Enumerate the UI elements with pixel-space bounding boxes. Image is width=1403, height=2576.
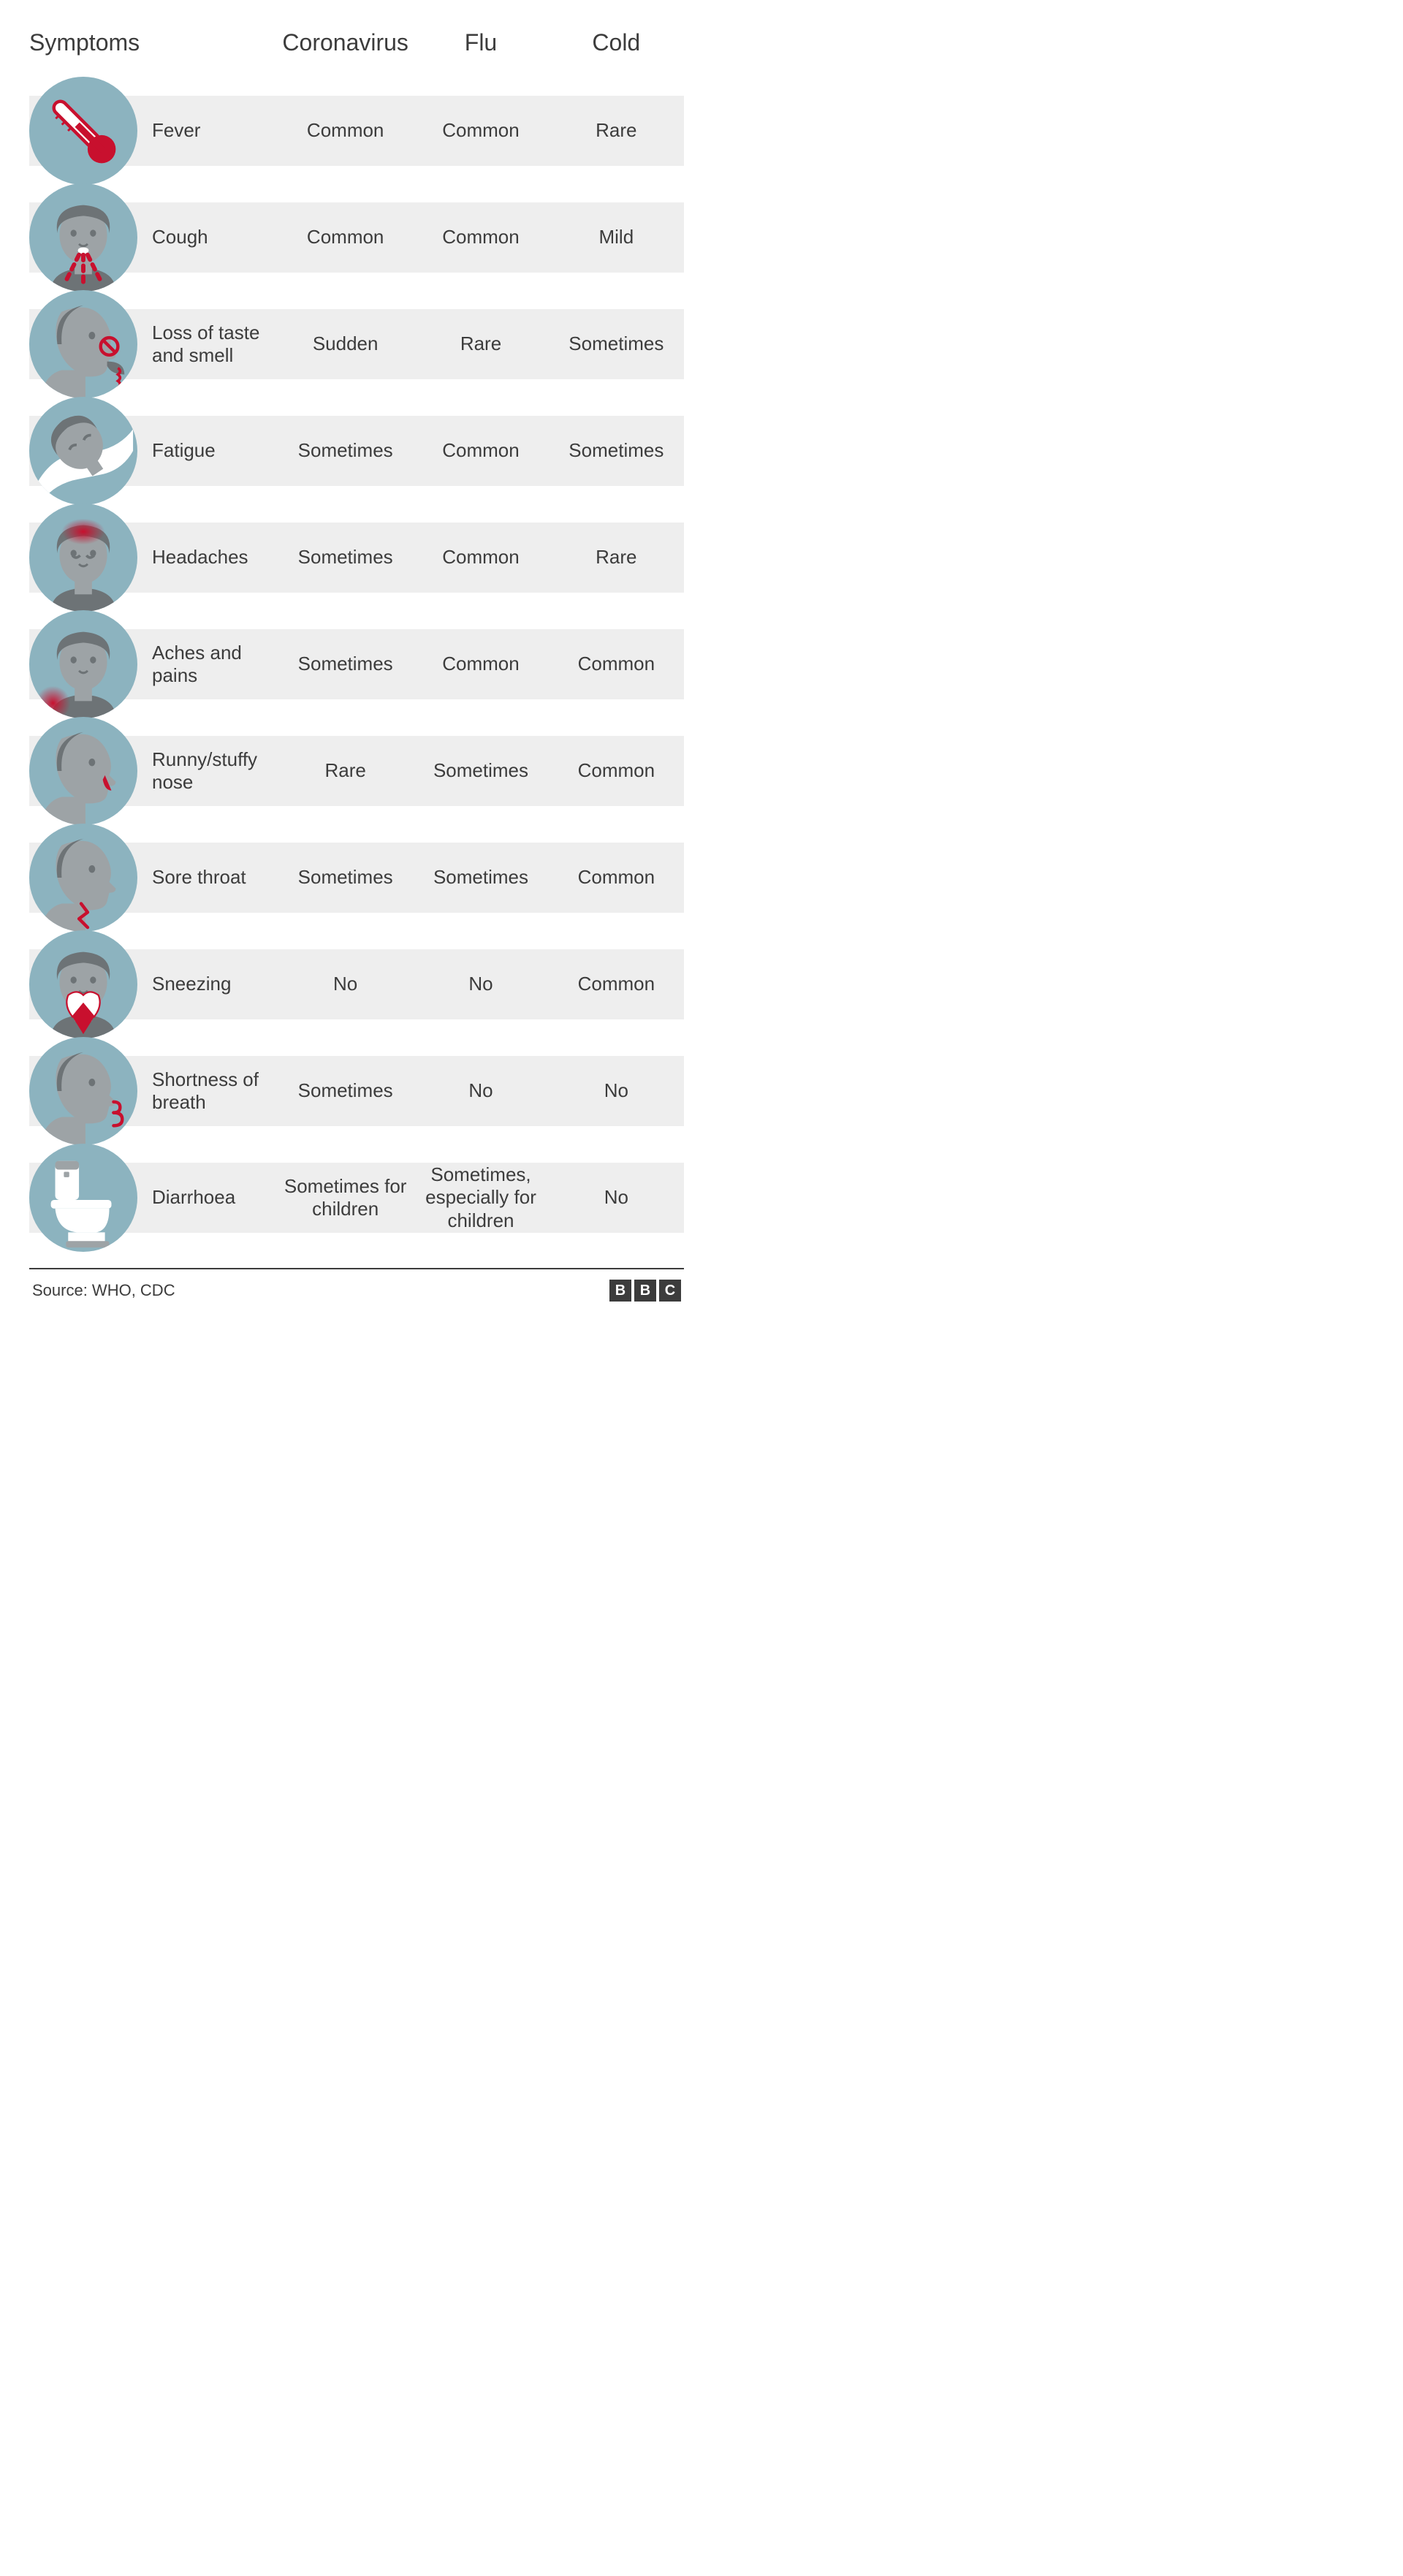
symptom-label: Sneezing bbox=[146, 973, 278, 995]
cell-flu: Common bbox=[413, 546, 548, 569]
cell-flu: Common bbox=[413, 653, 548, 675]
cell-coronavirus: Common bbox=[278, 119, 413, 142]
table-row: Sneezing No No Common bbox=[29, 930, 684, 1037]
cell-cold: Sometimes bbox=[549, 333, 684, 355]
table-row: Fatigue Sometimes Common Sometimes bbox=[29, 397, 684, 504]
toilet-icon bbox=[29, 1144, 137, 1252]
cell-flu: No bbox=[413, 1079, 548, 1102]
aches-icon bbox=[29, 610, 137, 718]
header-row: Symptoms Coronavirus Flu Cold bbox=[29, 29, 684, 77]
table-row: Cough Common Common Mild bbox=[29, 183, 684, 290]
symptom-label: Fatigue bbox=[146, 439, 278, 462]
table-row: Aches and pains Sometimes Common Common bbox=[29, 610, 684, 717]
cell-coronavirus: Rare bbox=[278, 759, 413, 782]
cell-cold: Common bbox=[549, 653, 684, 675]
bbc-block-1: B bbox=[609, 1280, 631, 1302]
table-row: Fever Common Common Rare bbox=[29, 77, 684, 183]
cell-coronavirus: Common bbox=[278, 226, 413, 248]
cell-coronavirus: Sometimes bbox=[278, 1079, 413, 1102]
cell-flu: Common bbox=[413, 119, 548, 142]
table-row: Sore throat Sometimes Sometimes Common bbox=[29, 824, 684, 930]
symptom-label: Runny/stuffy nose bbox=[146, 748, 278, 794]
symptom-label: Shortness of breath bbox=[146, 1068, 278, 1114]
headache-icon bbox=[29, 504, 137, 612]
symptom-label: Headaches bbox=[146, 546, 278, 569]
header-coronavirus: Coronavirus bbox=[278, 29, 413, 56]
rows-container: Fever Common Common Rare Cough Common Co… bbox=[29, 77, 684, 1250]
header-flu: Flu bbox=[413, 29, 548, 56]
bbc-block-3: C bbox=[659, 1280, 681, 1302]
cell-coronavirus: Sudden bbox=[278, 333, 413, 355]
cell-flu: Sometimes bbox=[413, 866, 548, 889]
cell-coronavirus: Sometimes bbox=[278, 546, 413, 569]
table-row: Loss of taste and smell Sudden Rare Some… bbox=[29, 290, 684, 397]
cell-coronavirus: No bbox=[278, 973, 413, 995]
breath-icon bbox=[29, 1037, 137, 1145]
cough-icon bbox=[29, 183, 137, 292]
bbc-logo: B B C bbox=[609, 1280, 681, 1302]
thermometer-icon bbox=[29, 77, 137, 185]
cell-cold: Common bbox=[549, 866, 684, 889]
cell-flu: No bbox=[413, 973, 548, 995]
symptom-label: Diarrhoea bbox=[146, 1186, 278, 1209]
cell-cold: Common bbox=[549, 759, 684, 782]
cell-flu: Rare bbox=[413, 333, 548, 355]
fatigue-icon bbox=[29, 397, 137, 505]
cell-cold: No bbox=[549, 1079, 684, 1102]
cell-flu: Common bbox=[413, 226, 548, 248]
symptom-comparison-chart: Symptoms Coronavirus Flu Cold Fever Comm… bbox=[0, 0, 713, 1316]
cell-coronavirus: Sometimes bbox=[278, 439, 413, 462]
table-row: Diarrhoea Sometimes for children Sometim… bbox=[29, 1144, 684, 1250]
taste-smell-icon bbox=[29, 290, 137, 398]
symptom-label: Loss of taste and smell bbox=[146, 322, 278, 367]
header-cold: Cold bbox=[549, 29, 684, 56]
header-symptoms: Symptoms bbox=[29, 29, 278, 56]
cell-coronavirus: Sometimes bbox=[278, 653, 413, 675]
footer-source: Source: WHO, CDC bbox=[32, 1281, 175, 1300]
symptom-label: Cough bbox=[146, 226, 278, 248]
symptom-label: Fever bbox=[146, 119, 278, 142]
table-row: Headaches Sometimes Common Rare bbox=[29, 504, 684, 610]
sore-throat-icon bbox=[29, 824, 137, 932]
runny-nose-icon bbox=[29, 717, 137, 825]
footer: Source: WHO, CDC B B C bbox=[29, 1268, 684, 1302]
cell-flu: Common bbox=[413, 439, 548, 462]
cell-cold: No bbox=[549, 1186, 684, 1209]
bbc-block-2: B bbox=[634, 1280, 656, 1302]
cell-cold: Sometimes bbox=[549, 439, 684, 462]
cell-cold: Mild bbox=[549, 226, 684, 248]
cell-flu: Sometimes bbox=[413, 759, 548, 782]
cell-cold: Rare bbox=[549, 119, 684, 142]
cell-flu: Sometimes, especially for children bbox=[413, 1163, 548, 1232]
table-row: Runny/stuffy nose Rare Sometimes Common bbox=[29, 717, 684, 824]
symptom-label: Sore throat bbox=[146, 866, 278, 889]
table-row: Shortness of breath Sometimes No No bbox=[29, 1037, 684, 1144]
cell-coronavirus: Sometimes bbox=[278, 866, 413, 889]
cell-cold: Rare bbox=[549, 546, 684, 569]
sneezing-icon bbox=[29, 930, 137, 1038]
cell-coronavirus: Sometimes for children bbox=[278, 1175, 413, 1220]
symptom-label: Aches and pains bbox=[146, 642, 278, 687]
cell-cold: Common bbox=[549, 973, 684, 995]
